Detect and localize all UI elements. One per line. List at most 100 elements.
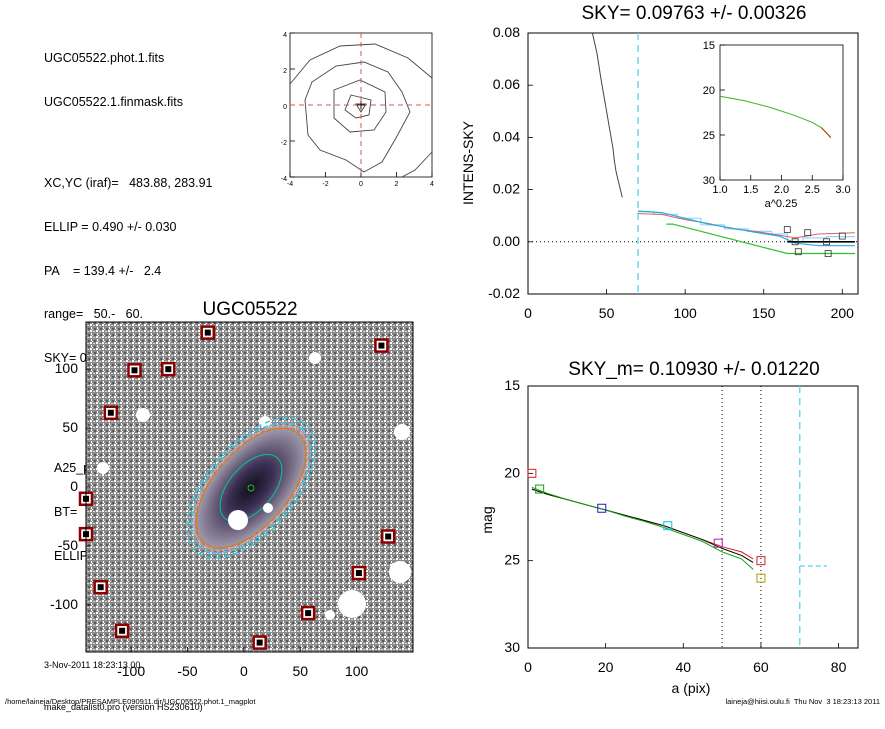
contour-ytick-label: -4 xyxy=(281,176,287,183)
image-ytick-label: -50 xyxy=(58,537,78,553)
contour-level-4 xyxy=(289,43,433,178)
mag-marker xyxy=(535,484,545,494)
masked-star-core xyxy=(204,329,211,336)
sky-marker xyxy=(791,238,799,246)
mag-xtick-label: 60 xyxy=(753,659,769,675)
inset-xtick-label: 2.5 xyxy=(805,184,820,196)
isophote-ellipse-pink xyxy=(193,425,309,551)
contour-xtick-label: -2 xyxy=(322,181,328,188)
galaxy-image-panel: UGC05522 -100 -50 0 50 100 100 50 0 -50 -100 xyxy=(50,299,414,679)
galaxy-center xyxy=(247,484,255,492)
mag-marker xyxy=(597,503,607,513)
pa-line: PA = 139.4 +/- 2.4 xyxy=(44,263,162,278)
mag-marker xyxy=(756,573,766,583)
mag-xtick-label: 0 xyxy=(524,659,532,675)
sky-xtick-label: 200 xyxy=(831,305,855,321)
image-ytick-label: 0 xyxy=(70,478,78,494)
inset-ytick-label: 15 xyxy=(703,40,715,52)
mag-ytick-label: 15 xyxy=(504,377,520,393)
mag-marker xyxy=(527,468,537,478)
saturated-star xyxy=(338,590,366,618)
contour-level-2 xyxy=(333,79,387,133)
inset-ytick-label: 20 xyxy=(703,85,715,97)
mag-title: SKY_m= 0.10930 +/- 0.01220 xyxy=(568,359,819,380)
saturated-star xyxy=(325,610,335,620)
masked-star-core xyxy=(97,584,104,591)
mag-ytick-label: 25 xyxy=(504,552,520,568)
saturated-star xyxy=(394,424,410,440)
contour-level-1 xyxy=(344,94,372,119)
mag-xtick-label: 20 xyxy=(598,659,614,675)
masked-star-core xyxy=(355,570,362,577)
sky-ytick-label: 0.08 xyxy=(493,24,520,40)
sky-inset: a^0.25 1.0 1.5 2.0 2.5 3.0 15 20 25 30 xyxy=(703,40,851,210)
mask-name: UGC05522.1.finmask.fits xyxy=(44,94,183,109)
sky-plot: SKY= 0.09763 +/- 0.00326 INTENS-SKY 0 50 1… xyxy=(460,3,859,321)
image-ytick-label: -100 xyxy=(50,596,78,612)
footer-path: /home/laineja/Desktop/PRESAMPLE090911.di… xyxy=(5,697,256,706)
mag-ytick-label: 20 xyxy=(504,464,520,480)
sky-frame xyxy=(527,32,859,295)
sky-ytick-label: 0.06 xyxy=(493,76,520,92)
sky-series-line xyxy=(591,32,623,198)
sky-title: SKY= 0.09763 +/- 0.00326 xyxy=(581,3,806,24)
contour-ytick-label: 2 xyxy=(283,68,287,75)
program-line: make_datalist0.pro (version HS230610) xyxy=(44,702,203,713)
masked-star-core xyxy=(107,409,114,416)
mag-ytick-label: 30 xyxy=(504,639,520,655)
image-xtick-label: -50 xyxy=(177,663,197,679)
masked-star-core xyxy=(385,533,392,540)
mag-marker xyxy=(713,538,723,548)
sky-marker xyxy=(824,250,832,257)
date-line: 3-Nov-2011 18:23:13.00 xyxy=(44,659,141,670)
contour-xtick-label: -4 xyxy=(287,181,293,188)
masked-star-core xyxy=(378,342,385,349)
contour-xtick-label: 4 xyxy=(430,181,434,188)
contour-ytick-label: 0 xyxy=(283,104,287,111)
center-line: XC,YC (iraf)= 483.88, 283.91 xyxy=(44,175,213,190)
image-xtick-label: -100 xyxy=(117,663,145,679)
sky-ellipse-inner xyxy=(190,422,312,554)
file-name: UGC05522.phot.1.fits xyxy=(44,51,165,66)
sky-xtick-label: 100 xyxy=(673,305,697,321)
sky-marker xyxy=(838,232,846,240)
center-cross xyxy=(357,101,365,109)
mag-xtick-label: 80 xyxy=(831,659,847,675)
masked-star-core xyxy=(256,639,263,646)
mag-xlabel: a (pix) xyxy=(672,680,711,696)
masked-star-core xyxy=(131,367,138,374)
mag-series-line xyxy=(531,488,754,563)
inset-xtick-label: 2.0 xyxy=(774,184,789,196)
masked-star-core xyxy=(305,610,312,617)
saturated-star xyxy=(136,408,150,422)
inset-curve-tail xyxy=(821,127,832,139)
sky-ylabel: INTENS-SKY xyxy=(460,120,476,205)
sky-series-line xyxy=(666,223,855,255)
image-ytick-label: 50 xyxy=(62,419,78,435)
image-title: UGC05522 xyxy=(202,299,297,320)
contour-ytick-label: 4 xyxy=(283,32,287,39)
saturated-star xyxy=(97,462,109,474)
image-ytick-label: 100 xyxy=(55,360,79,376)
sky-ytick-label: 0.00 xyxy=(493,233,520,249)
mag-ylabel: mag xyxy=(479,506,495,533)
bright-star xyxy=(228,510,248,530)
masked-star-core xyxy=(165,366,172,373)
mag-frame xyxy=(527,385,859,649)
sky-marker xyxy=(783,226,791,233)
bright-star xyxy=(263,503,273,513)
inset-frame xyxy=(719,44,844,181)
inset-ytick-label: 30 xyxy=(703,175,715,187)
mag-plot: SKY_m= 0.10930 +/- 0.01220 mag a (pix) 0… xyxy=(479,359,859,696)
sky-ytick-label: -0.02 xyxy=(488,285,520,301)
masked-star-core xyxy=(119,627,126,634)
isophote-ellipse-orange xyxy=(195,427,307,549)
sky-marker xyxy=(823,238,830,246)
sky-xtick-label: 150 xyxy=(752,305,776,321)
contour-ytick-label: -2 xyxy=(281,140,287,147)
inset-ytick-label: 25 xyxy=(703,130,715,142)
sky-xtick-label: 0 xyxy=(524,305,532,321)
contour-xtick-label: 2 xyxy=(395,181,399,188)
isophote-ellipse-inner xyxy=(219,453,283,523)
